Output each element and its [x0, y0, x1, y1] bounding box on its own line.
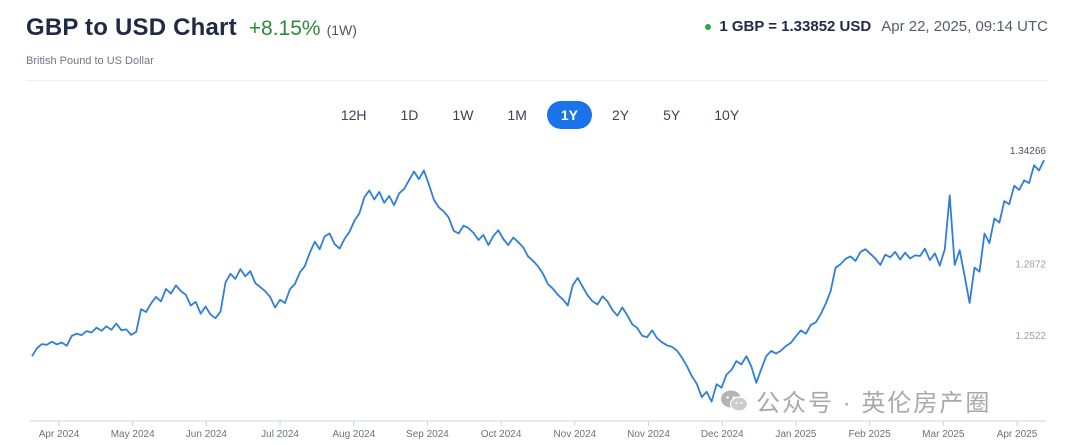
x-tick-label: Nov 2024: [553, 429, 596, 440]
tab-12h[interactable]: 12H: [340, 107, 367, 123]
page-subtitle: British Pound to US Dollar: [26, 55, 154, 67]
x-tick-label: May 2024: [111, 429, 155, 440]
y-tick-label: 1.2872: [1015, 259, 1046, 270]
y-tick-label: 1.34266: [1010, 146, 1047, 157]
series-line: [31, 159, 1045, 403]
live-dot-icon: [705, 23, 712, 30]
x-tick-label: Apr 2024: [39, 429, 80, 440]
range-tabs-inner: 12H 1D 1W 1M 1Y 2Y 5Y 10Y: [324, 101, 756, 129]
watermark: 公众号 · 英伦房产圈: [720, 383, 991, 418]
x-tick-label: Oct 2024: [481, 429, 522, 440]
wechat-icon: [721, 390, 748, 412]
x-tick-label: Jul 2024: [261, 429, 299, 440]
x-tick-label: Jan 2025: [775, 429, 817, 440]
range-tabs: 12H 1D 1W 1M 1Y 2Y 5Y 10Y: [0, 101, 1080, 129]
x-tick-label: Jun 2024: [186, 429, 228, 440]
x-tick-label: Dec 2024: [701, 429, 744, 440]
rate-row: 1 GBP = 1.33852 USD Apr 22, 2025, 09:14 …: [705, 18, 1048, 35]
tab-1m[interactable]: 1M: [507, 107, 527, 123]
x-tick-label: Nov 2024: [627, 429, 670, 440]
tab-5y[interactable]: 5Y: [663, 107, 681, 123]
tab-1w[interactable]: 1W: [452, 107, 474, 123]
rate-timestamp: Apr 22, 2025, 09:14 UTC: [881, 18, 1048, 35]
y-tick-label: 1.2522: [1015, 331, 1046, 342]
header-divider: [26, 80, 1048, 81]
chart-header: GBP to USD Chart +8.15% (1W) British Pou…: [26, 14, 1048, 74]
page-title: GBP to USD Chart: [26, 14, 237, 41]
tab-2y[interactable]: 2Y: [612, 107, 630, 123]
x-tick-label: Mar 2025: [922, 429, 965, 440]
x-tick-label: Aug 2024: [332, 429, 375, 440]
x-tick-label: Apr 2025: [997, 429, 1038, 440]
change-period: (1W): [326, 22, 357, 38]
tab-1y[interactable]: 1Y: [546, 101, 592, 129]
tab-1d[interactable]: 1D: [400, 107, 419, 123]
title-row: GBP to USD Chart +8.15% (1W): [26, 14, 357, 42]
x-tick-label: Sep 2024: [406, 429, 449, 440]
exchange-rate: 1 GBP = 1.33852 USD: [719, 18, 872, 35]
change-percent: +8.15%: [248, 17, 321, 40]
tab-10y[interactable]: 10Y: [714, 107, 740, 123]
watermark-text: 公众号 · 英伦房产圈: [756, 390, 992, 417]
x-tick-label: Feb 2025: [848, 429, 891, 440]
